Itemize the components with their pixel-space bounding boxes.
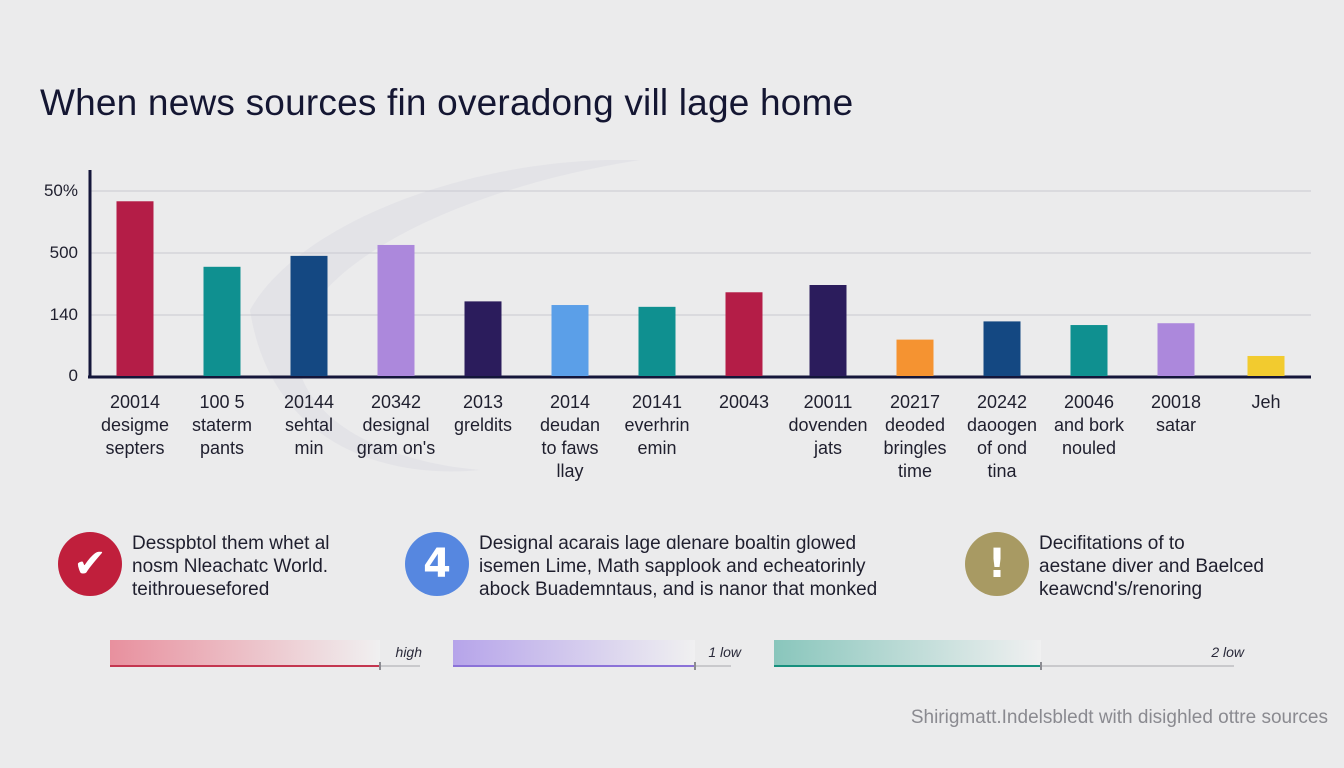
meter-fill	[774, 640, 1041, 665]
bar	[377, 244, 415, 376]
meter-label: high	[395, 644, 422, 660]
callout-2: 4 Designal acarais lage ɑlenare boaltin …	[405, 532, 877, 601]
number-four-icon: 4	[405, 532, 469, 596]
callout-3-text: Decifitations of to aestane diver and Ba…	[1039, 533, 1264, 600]
category-label: 20242 daoogen of ond tina	[967, 392, 1037, 481]
bar	[551, 305, 589, 376]
chart-title: When news sources fin overadong vill lag…	[40, 82, 854, 123]
meter-line	[110, 665, 380, 667]
category-label: 20144 sehtal min	[284, 392, 334, 458]
meter-tick	[378, 662, 381, 670]
meter-tick	[693, 662, 696, 670]
y-tick-labels: 0 140 500 50%	[44, 181, 78, 385]
callout-3: ! Decifitations of to aestane diver and …	[965, 532, 1264, 601]
meter-fill	[110, 640, 380, 665]
meter-2-low: 2 low	[774, 640, 1244, 670]
y-tick-label: 140	[50, 305, 78, 324]
meter-label: 1 low	[708, 644, 741, 660]
meter-line	[453, 665, 695, 667]
callout-2-text: Designal acarais lage ɑlenare boaltin gl…	[479, 533, 878, 600]
bar	[203, 266, 241, 376]
meter-high: high	[110, 640, 422, 670]
category-label: 20014 desigme septers	[101, 392, 169, 458]
check-icon: ✔	[58, 532, 122, 596]
meter-label: 2 low	[1211, 644, 1244, 660]
bar	[464, 301, 502, 376]
y-tick-label: 500	[50, 243, 78, 262]
bar	[638, 306, 676, 376]
category-labels: 20014 desigme septers 100 5 staterm pants 2014…	[101, 392, 1281, 481]
bar-chart: 0 140 500 50% 20014 desigme septers 100 5 state…	[44, 160, 1311, 481]
meter-line	[774, 665, 1041, 667]
category-label: 100 5 staterm pants	[192, 392, 252, 458]
category-label: 20217 deoded bringles time	[883, 392, 946, 481]
y-tick-label: 0	[69, 366, 78, 385]
category-label: Jeh	[1251, 392, 1280, 412]
bar	[896, 339, 934, 376]
callout-1: ✔ Desspbtol them whet al nosm Nleachatc …	[58, 532, 330, 601]
meter-track	[1040, 665, 1234, 667]
meter-tick	[1039, 662, 1042, 670]
category-label: 20011 dovenden jats	[788, 392, 867, 458]
bar	[290, 255, 328, 376]
decorative-swoosh	[250, 160, 640, 472]
callout-1-text: Desspbtol them whet al nosm Nleachatc Wo…	[132, 533, 330, 600]
meter-track	[379, 665, 420, 667]
source-note: Shirigmatt.Indelsbledt with disighled ot…	[910, 707, 1328, 728]
y-tick-label: 50%	[44, 181, 78, 200]
category-label: 20342 designal gram on's	[357, 392, 435, 458]
category-label: 2014 deudan to faws llay	[540, 392, 600, 481]
bars	[116, 201, 1285, 376]
exclamation-icon: !	[965, 532, 1029, 596]
bar	[116, 201, 154, 376]
meter-track	[694, 665, 731, 667]
category-label: 2013 greldits	[454, 392, 512, 435]
bar	[809, 285, 847, 376]
category-label: 20141 everhrin emin	[624, 392, 689, 458]
meter-fill	[453, 640, 695, 665]
category-label: 20046 and bork nouled	[1054, 392, 1125, 458]
bar	[725, 292, 763, 376]
category-label: 20043	[719, 392, 769, 412]
meter-1-low: 1 low	[453, 640, 741, 670]
bar	[1247, 355, 1285, 376]
bar	[1070, 325, 1108, 376]
category-label: 20018 satar	[1151, 392, 1201, 435]
bar	[983, 321, 1021, 376]
bar	[1157, 323, 1195, 376]
